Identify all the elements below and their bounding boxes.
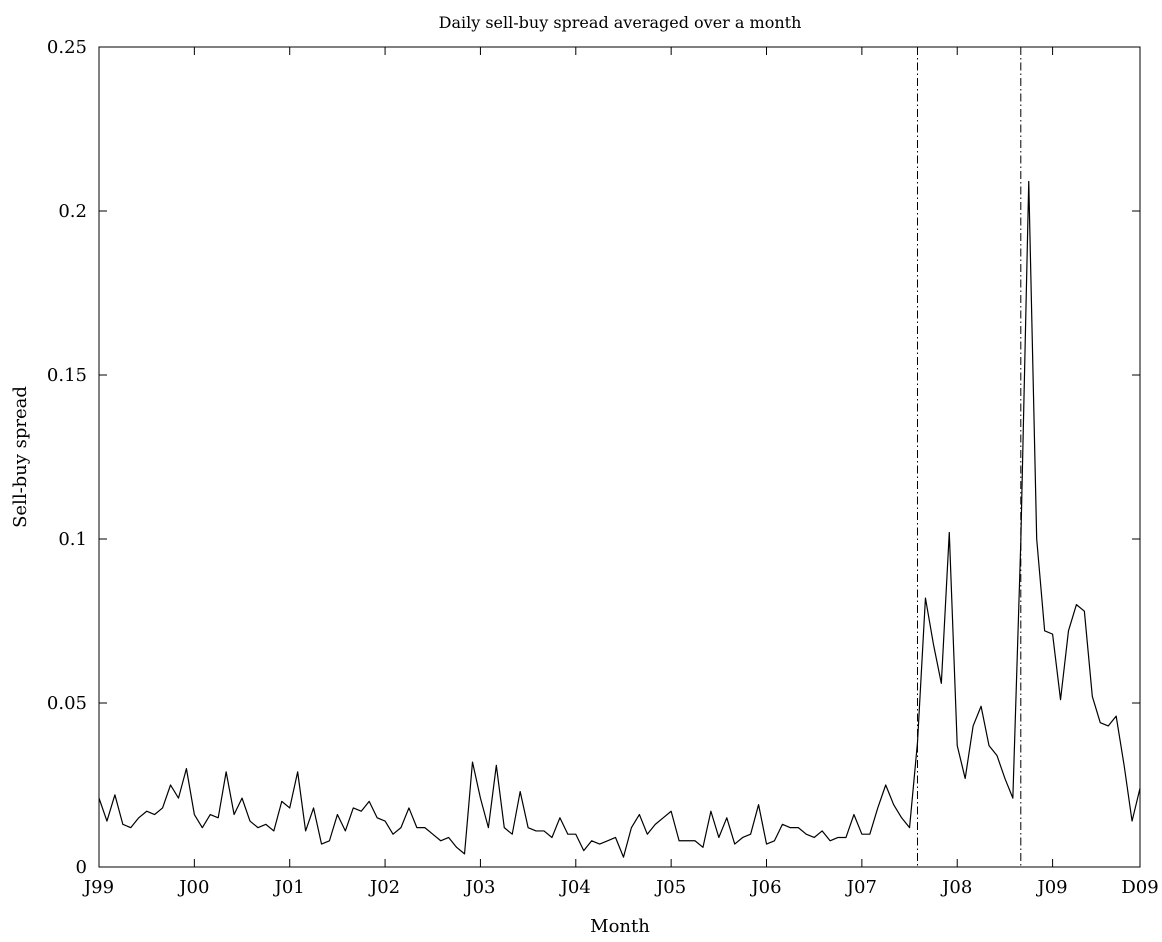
x-axis: J99 J00 J01 J02 J03 J04 J05 J06 J07 J08 J09 D09 bbox=[82, 47, 1159, 898]
x-tick-label: J02 bbox=[368, 877, 400, 898]
x-axis-title: Month bbox=[590, 916, 650, 937]
x-tick-label: D09 bbox=[1121, 877, 1158, 898]
x-tick-label: J09 bbox=[1036, 877, 1068, 898]
x-tick-label: J99 bbox=[82, 877, 114, 898]
series-layer bbox=[98, 180, 1141, 858]
x-tick-label: J05 bbox=[654, 877, 686, 898]
y-tick-label: 0 bbox=[76, 857, 87, 878]
y-axis: 0 0.05 0.1 0.15 0.2 0.25 bbox=[47, 37, 1140, 878]
vertical-markers bbox=[916, 47, 1022, 867]
x-tick-label: J01 bbox=[273, 877, 305, 898]
x-tick-label: J03 bbox=[463, 877, 495, 898]
y-tick-label: 0.05 bbox=[47, 693, 87, 714]
y-tick-label: 0.15 bbox=[47, 365, 87, 386]
x-tick-label: J00 bbox=[177, 877, 209, 898]
y-tick-label: 0.25 bbox=[47, 37, 87, 58]
plot-area bbox=[98, 46, 1141, 868]
x-tick-label: J04 bbox=[559, 877, 591, 898]
series-line bbox=[98, 180, 1141, 858]
y-tick-label: 0.1 bbox=[58, 529, 87, 550]
x-tick-label: J08 bbox=[940, 877, 972, 898]
chart-title: Daily sell-buy spread averaged over a mo… bbox=[439, 13, 802, 32]
y-tick-label: 0.2 bbox=[58, 201, 87, 222]
x-tick-label: J07 bbox=[845, 877, 877, 898]
x-tick-label: J06 bbox=[749, 877, 781, 898]
y-axis-title: Sell-buy spread bbox=[10, 386, 31, 528]
